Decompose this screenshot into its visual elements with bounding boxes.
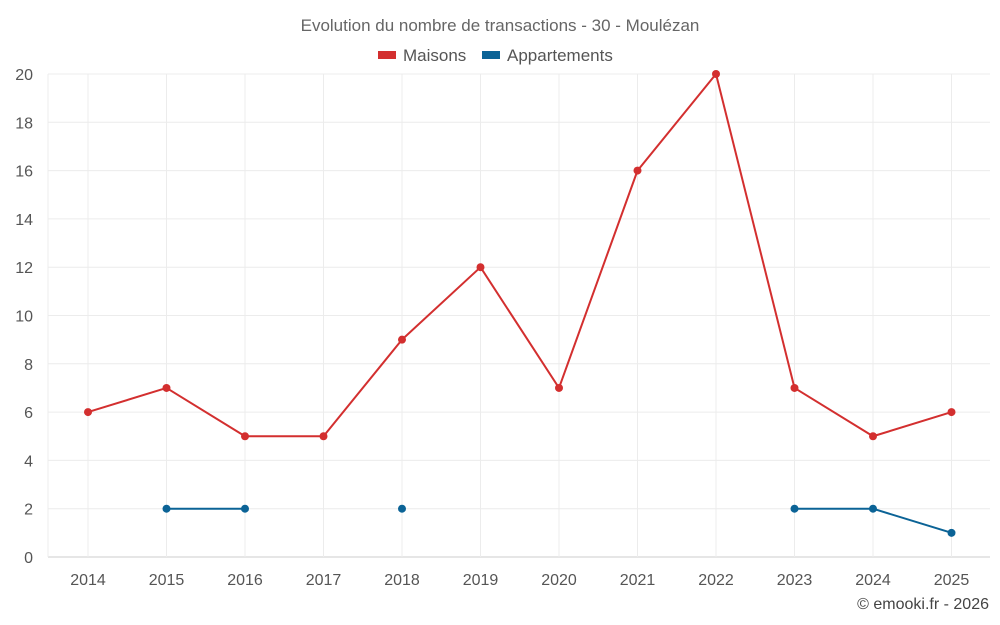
data-point[interactable] — [947, 528, 956, 537]
data-point[interactable] — [555, 383, 563, 392]
x-tick-label: 2021 — [620, 572, 656, 589]
x-tick-label: 2015 — [149, 572, 185, 589]
data-point[interactable] — [790, 504, 799, 513]
legend-swatch-maisons[interactable] — [378, 51, 396, 59]
x-tick-label: 2024 — [855, 572, 891, 589]
x-tick-label: 2023 — [777, 572, 813, 589]
x-tick-label: 2022 — [698, 572, 734, 589]
y-tick-label: 16 — [15, 164, 33, 181]
data-point[interactable] — [162, 504, 171, 513]
data-point[interactable] — [241, 504, 249, 513]
data-point[interactable] — [712, 70, 720, 78]
chart-title: Evolution du nombre de transactions - 30… — [301, 16, 700, 35]
x-tick-label: 2018 — [384, 572, 420, 589]
series-layer — [84, 70, 956, 537]
y-tick-label: 12 — [15, 260, 33, 277]
x-axis-ticks: 2014 2015 2016 2017 2018 2019 2020 2021 2022 2023… — [70, 572, 969, 589]
data-point[interactable] — [869, 504, 877, 513]
legend-label-maisons[interactable]: Maisons — [403, 46, 466, 65]
y-tick-label: 6 — [24, 405, 33, 422]
x-tick-label: 2025 — [934, 572, 970, 589]
legend-swatch-appartements[interactable] — [482, 51, 500, 59]
series-line-segment — [479, 266, 560, 389]
series-line-segment — [715, 73, 796, 389]
y-tick-label: 0 — [24, 550, 33, 567]
y-tick-label: 2 — [24, 502, 33, 519]
data-point[interactable] — [162, 383, 171, 392]
data-point[interactable] — [319, 432, 328, 441]
series-line-segment — [872, 411, 953, 438]
series-line-segment — [636, 73, 717, 172]
legend-label-appartements[interactable]: Appartements — [507, 46, 613, 65]
data-point[interactable] — [790, 383, 799, 392]
series-line-segment — [165, 386, 246, 438]
series-line-segment — [87, 386, 168, 414]
x-tick-label: 2019 — [463, 572, 499, 589]
series-line-segment — [793, 386, 874, 438]
data-point[interactable] — [241, 432, 249, 441]
series-line-segment — [872, 507, 953, 534]
data-point[interactable] — [869, 432, 877, 441]
gridlines — [47, 73, 990, 558]
data-point[interactable] — [398, 504, 406, 513]
y-tick-label: 10 — [15, 309, 33, 326]
legend: Maisons Appartements — [378, 46, 613, 65]
data-point[interactable] — [947, 408, 956, 417]
data-point[interactable] — [398, 335, 406, 344]
series-line-segment — [401, 266, 482, 341]
y-tick-label: 8 — [24, 357, 33, 374]
series-line-segment — [558, 169, 639, 389]
x-tick-label: 2014 — [70, 572, 106, 589]
x-tick-label: 2017 — [306, 572, 342, 589]
x-tick-label: 2016 — [227, 572, 263, 589]
y-tick-label: 14 — [15, 212, 33, 229]
series-appartements — [162, 504, 956, 537]
y-tick-label: 4 — [24, 453, 33, 470]
data-point[interactable] — [633, 166, 642, 175]
series-line-segment — [322, 338, 403, 438]
y-tick-label: 20 — [15, 67, 33, 84]
y-axis-ticks: 0 2 4 6 8 10 12 14 16 18 20 — [15, 67, 33, 567]
y-tick-label: 18 — [15, 115, 33, 132]
credit-text: © emooki.fr - 2026 — [857, 596, 989, 613]
data-point[interactable] — [84, 408, 92, 417]
x-tick-label: 2020 — [541, 572, 577, 589]
series-maisons — [84, 70, 956, 441]
data-point[interactable] — [476, 263, 485, 272]
